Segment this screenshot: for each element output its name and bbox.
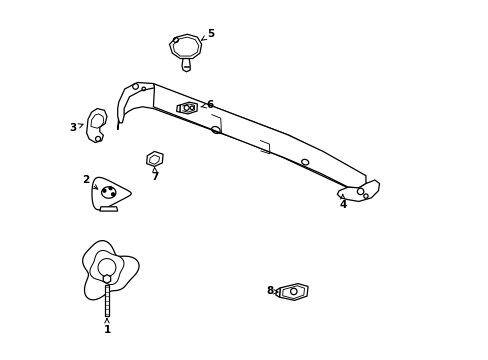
Text: 1: 1 — [103, 319, 110, 335]
Polygon shape — [176, 105, 180, 112]
Polygon shape — [169, 34, 201, 59]
Text: 7: 7 — [151, 167, 159, 182]
Circle shape — [111, 193, 114, 196]
Polygon shape — [98, 258, 116, 276]
Polygon shape — [118, 82, 154, 123]
Text: 8: 8 — [266, 287, 278, 296]
Circle shape — [109, 187, 112, 190]
Bar — [105, 285, 108, 316]
Polygon shape — [146, 152, 163, 166]
Text: 5: 5 — [201, 29, 214, 40]
Polygon shape — [182, 59, 190, 72]
Polygon shape — [100, 207, 118, 211]
Polygon shape — [337, 180, 379, 202]
Polygon shape — [153, 84, 365, 188]
Circle shape — [103, 189, 106, 192]
Text: 3: 3 — [69, 123, 83, 133]
Polygon shape — [82, 240, 139, 300]
Polygon shape — [180, 102, 197, 114]
Polygon shape — [118, 84, 365, 189]
Polygon shape — [92, 177, 131, 210]
Text: 4: 4 — [339, 194, 346, 210]
Polygon shape — [275, 288, 280, 297]
Polygon shape — [90, 251, 124, 284]
Polygon shape — [279, 284, 307, 300]
Polygon shape — [86, 109, 107, 143]
Text: 6: 6 — [201, 100, 213, 110]
Text: 2: 2 — [81, 175, 98, 189]
Polygon shape — [102, 187, 116, 198]
Polygon shape — [103, 275, 110, 283]
